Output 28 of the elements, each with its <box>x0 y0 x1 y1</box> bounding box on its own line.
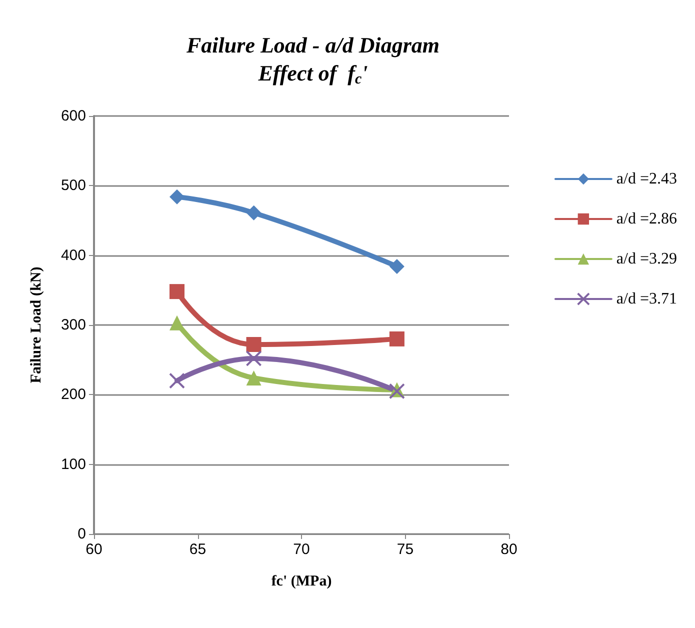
y-axis-title: Failure Load (kN) <box>28 266 44 384</box>
point <box>246 205 262 220</box>
x-tick-label: 65 <box>189 541 206 558</box>
y-tick-label: 200 <box>60 386 86 404</box>
y-tick-label: 400 <box>60 246 86 264</box>
y-tick-label: 600 <box>60 108 86 124</box>
point <box>389 258 404 274</box>
point <box>246 337 262 352</box>
y-tick-label: 500 <box>60 177 86 194</box>
x-tick-label: 80 <box>500 541 518 558</box>
x-tick-label: 70 <box>293 541 310 558</box>
point <box>170 315 184 330</box>
y-tick-label: 0 <box>78 526 86 542</box>
point <box>170 189 184 204</box>
point <box>170 284 184 300</box>
point <box>169 372 185 389</box>
x-axis-title: fc' (MPa) <box>271 574 332 590</box>
y-tick-label: 100 <box>60 456 86 473</box>
point <box>246 370 262 386</box>
legend-label: a/d =3.29 <box>616 250 678 268</box>
x-tick-label: 75 <box>396 541 414 558</box>
point <box>389 331 404 346</box>
legend-label: a/d =2.43 <box>616 170 678 188</box>
x-tick-label: 60 <box>86 541 102 558</box>
y-tick-label: 300 <box>60 316 86 334</box>
point <box>246 350 262 366</box>
legend-label: a/d =3.71 <box>616 290 678 308</box>
legend-label: a/d =2.86 <box>616 210 678 228</box>
